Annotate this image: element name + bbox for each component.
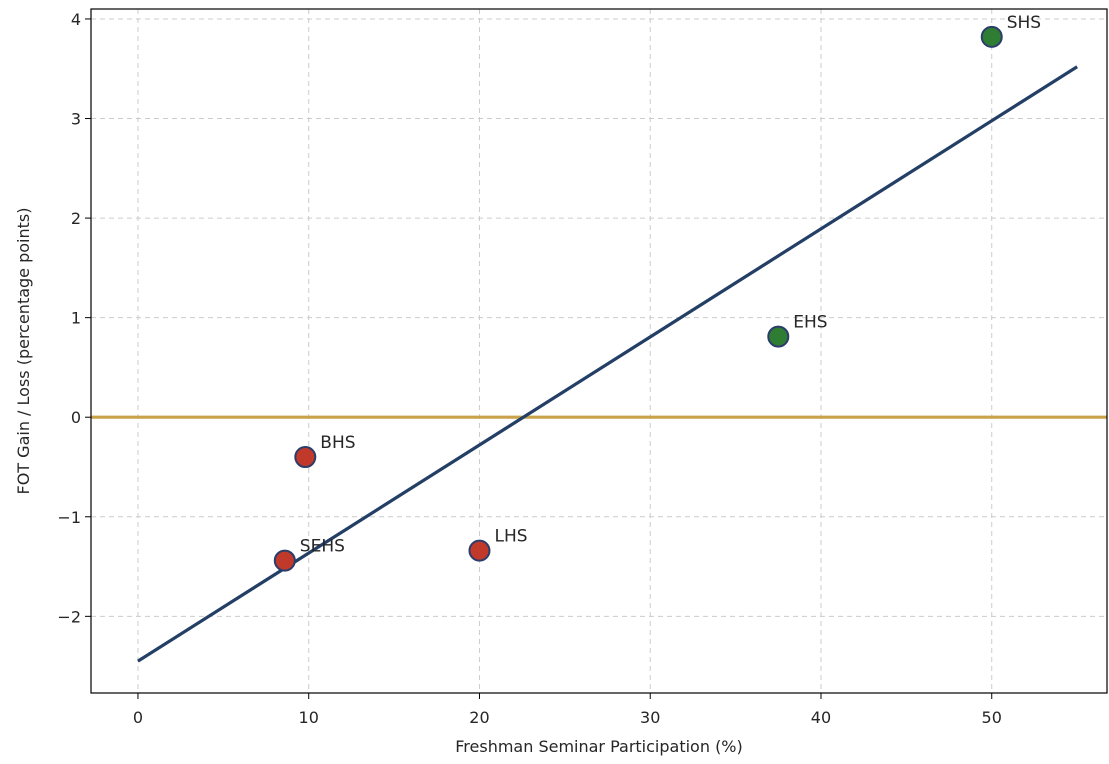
y-tick-label: 1 (71, 309, 81, 328)
data-point-bhs (294, 446, 317, 469)
y-tick-label: 3 (71, 110, 81, 129)
data-point-lhs (468, 539, 491, 562)
point-labels-layer: SHS EHS BHS LHS SEHS (300, 13, 1041, 557)
trend-line (137, 65, 1078, 663)
trend-line-layer (137, 65, 1078, 663)
y-tick-label: 2 (71, 209, 81, 228)
data-point-shs (980, 25, 1003, 48)
y-tick-label: −1 (57, 508, 81, 527)
x-tick-label: 20 (469, 708, 489, 727)
point-label-bhs: BHS (320, 433, 355, 453)
plot-frame (90, 8, 1108, 694)
x-tick-label: 50 (982, 708, 1002, 727)
y-axis-ticks: −2 −1 0 1 2 3 4 (57, 10, 91, 626)
grid (91, 9, 1107, 693)
y-axis-label: FOT Gain / Loss (percentage points) (14, 208, 33, 495)
point-label-lhs: LHS (494, 527, 527, 547)
x-tick-label: 0 (133, 708, 143, 727)
y-tick-label: −2 (57, 607, 81, 626)
data-point-sehs (273, 549, 296, 572)
x-tick-label: 40 (811, 708, 831, 727)
points-layer (273, 25, 1003, 572)
data-point-ehs (767, 325, 790, 348)
x-tick-label: 30 (640, 708, 660, 727)
x-axis-label: Freshman Seminar Participation (%) (455, 737, 743, 756)
point-label-sehs: SEHS (300, 537, 345, 557)
y-tick-label: 4 (71, 10, 81, 29)
x-tick-label: 10 (299, 708, 319, 727)
point-label-ehs: EHS (793, 313, 827, 333)
y-tick-label: 0 (71, 408, 81, 427)
x-axis-ticks: 0 10 20 30 40 50 (133, 693, 1002, 727)
point-label-shs: SHS (1007, 13, 1041, 33)
